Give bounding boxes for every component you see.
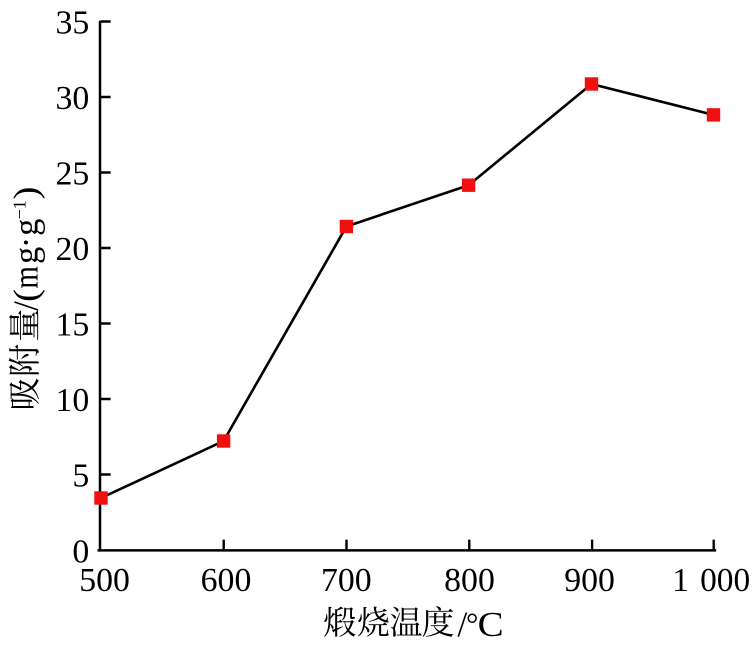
svg-text:600: 600 — [201, 562, 252, 599]
svg-text:15: 15 — [56, 307, 90, 344]
svg-text:1 000: 1 000 — [672, 562, 750, 599]
svg-text:m: m — [7, 266, 45, 289]
svg-text:(: ( — [7, 289, 45, 302]
svg-text:−1: −1 — [10, 200, 30, 219]
svg-text:800: 800 — [444, 562, 495, 599]
svg-text:10: 10 — [56, 382, 90, 419]
svg-text:20: 20 — [56, 231, 90, 268]
svg-text:35: 35 — [56, 5, 90, 42]
svg-text:/: / — [457, 604, 467, 644]
svg-text:700: 700 — [321, 562, 372, 599]
svg-text:0: 0 — [72, 534, 89, 571]
svg-text:30: 30 — [56, 80, 90, 117]
svg-text:·: · — [7, 237, 45, 249]
svg-text:°: ° — [466, 606, 478, 641]
svg-text:g: g — [7, 247, 45, 264]
svg-text:/: / — [7, 301, 45, 311]
svg-text:500: 500 — [79, 562, 130, 599]
svg-text:900: 900 — [564, 562, 615, 599]
svg-text:5: 5 — [72, 458, 89, 495]
svg-text:): ) — [7, 187, 45, 200]
svg-text:g: g — [7, 219, 45, 236]
svg-text:25: 25 — [56, 156, 90, 193]
svg-text:C: C — [478, 606, 504, 644]
